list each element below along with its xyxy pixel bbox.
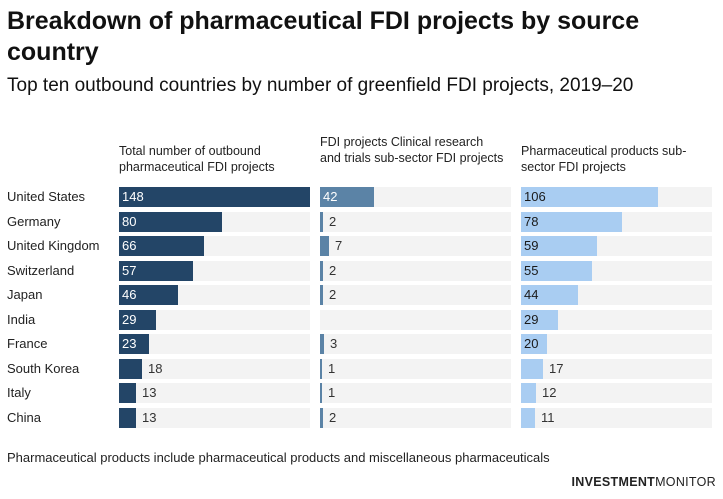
bar-products xyxy=(521,285,578,305)
data-label-total: 13 xyxy=(142,385,157,400)
chart-title: Breakdown of pharmaceutical FDI projects… xyxy=(7,7,640,66)
bar-products xyxy=(521,236,597,256)
data-label-products: 29 xyxy=(524,312,539,327)
data-label-total: 23 xyxy=(122,336,137,351)
bar-total xyxy=(119,383,136,403)
bar-clinical xyxy=(320,212,323,232)
bar-clinical xyxy=(320,187,374,207)
bar-products xyxy=(521,383,536,403)
row-label: United Kingdom xyxy=(7,238,100,253)
data-label-clinical: 2 xyxy=(329,263,337,278)
column-header-total: Total number of outbound pharmaceutical … xyxy=(119,144,275,174)
data-label-products: 11 xyxy=(541,410,555,425)
row-label: Japan xyxy=(7,287,43,302)
data-label-clinical: 2 xyxy=(329,410,337,425)
brand-part2: MONITOR xyxy=(655,475,716,489)
data-label-clinical: 2 xyxy=(329,287,337,302)
bar-track xyxy=(320,212,511,232)
data-label-products: 20 xyxy=(524,336,539,351)
bar-products xyxy=(521,310,558,330)
bar-total xyxy=(119,261,193,281)
footnote: Pharmaceutical products include pharmace… xyxy=(7,450,550,465)
bar-clinical xyxy=(320,261,323,281)
data-label-total: 13 xyxy=(142,410,157,425)
row-label: Germany xyxy=(7,214,61,229)
bar-products xyxy=(521,261,592,281)
chart-subtitle: Top ten outbound countries by number of … xyxy=(7,75,634,96)
bar-products xyxy=(521,212,622,232)
data-label-products: 12 xyxy=(542,385,557,400)
bar-clinical xyxy=(320,285,323,305)
bar-track xyxy=(119,359,310,379)
bar-track xyxy=(521,334,712,354)
data-label-total: 80 xyxy=(122,214,137,229)
data-label-clinical: 1 xyxy=(328,385,336,400)
data-label-total: 18 xyxy=(148,361,163,376)
bar-clinical xyxy=(320,408,323,428)
data-label-products: 78 xyxy=(524,214,539,229)
bar-products xyxy=(521,187,658,207)
bar-track xyxy=(320,408,511,428)
bar-total xyxy=(119,285,178,305)
row-label: Switzerland xyxy=(7,263,75,278)
bar-track xyxy=(320,359,511,379)
brand-part1: INVESTMENT xyxy=(571,475,656,489)
bar-total xyxy=(119,236,204,256)
bar-track xyxy=(320,285,511,305)
bar-track xyxy=(521,359,712,379)
row-label: China xyxy=(7,410,41,425)
bar-track xyxy=(119,334,310,354)
data-label-total: 46 xyxy=(122,287,137,302)
bar-products xyxy=(521,359,543,379)
data-label-clinical: 3 xyxy=(330,336,338,351)
row-label: Italy xyxy=(7,385,31,400)
bar-track xyxy=(320,334,511,354)
column-header-products: Pharmaceutical products sub-sector FDI p… xyxy=(521,144,687,174)
data-label-products: 106 xyxy=(524,189,546,204)
column-header-clinical: FDI projects Clinical research and trial… xyxy=(320,135,504,165)
data-label-clinical: 2 xyxy=(329,214,337,229)
bar-track xyxy=(521,383,712,403)
bar-clinical xyxy=(320,359,322,379)
bar-track xyxy=(320,310,511,330)
bar-products xyxy=(521,334,547,354)
data-label-total: 57 xyxy=(122,263,137,278)
bar-total xyxy=(119,212,222,232)
data-label-clinical: 42 xyxy=(323,189,338,204)
bar-total xyxy=(119,334,149,354)
row-label: South Korea xyxy=(7,361,80,376)
bar-total xyxy=(119,187,310,207)
bar-track xyxy=(320,383,511,403)
data-label-products: 44 xyxy=(524,287,539,302)
bar-total xyxy=(119,310,156,330)
brand-logo: INVESTMENTMONITOR xyxy=(572,474,716,490)
data-label-clinical: 1 xyxy=(328,361,336,376)
bar-track xyxy=(521,310,712,330)
bar-track xyxy=(119,310,310,330)
bar-track xyxy=(521,408,712,428)
bar-track xyxy=(320,261,511,281)
data-label-products: 59 xyxy=(524,238,539,253)
bar-clinical xyxy=(320,334,324,354)
data-label-clinical: 7 xyxy=(335,238,343,253)
bar-track xyxy=(119,383,310,403)
row-label: India xyxy=(7,312,36,327)
data-label-products: 17 xyxy=(549,361,564,376)
row-label: France xyxy=(7,336,48,351)
data-label-total: 29 xyxy=(122,312,137,327)
data-label-total: 148 xyxy=(122,189,144,204)
bar-track xyxy=(320,236,511,256)
data-label-total: 66 xyxy=(122,238,137,253)
bar-clinical xyxy=(320,236,329,256)
bar-total xyxy=(119,359,142,379)
bar-clinical xyxy=(320,383,322,403)
row-label: United States xyxy=(7,189,86,204)
bar-products xyxy=(521,408,535,428)
bar-track xyxy=(119,408,310,428)
data-label-products: 55 xyxy=(524,263,539,278)
bar-total xyxy=(119,408,136,428)
